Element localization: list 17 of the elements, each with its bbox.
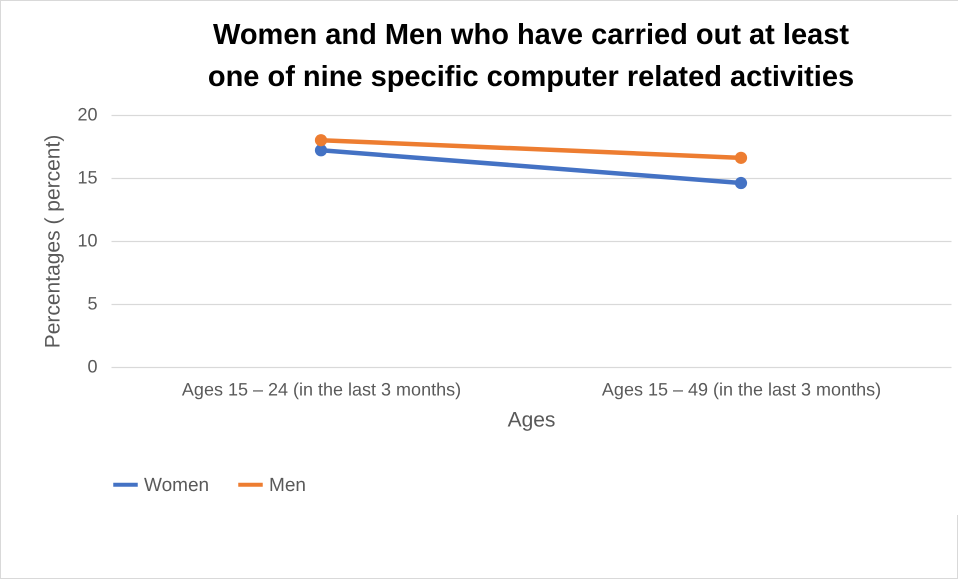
point: [314, 144, 328, 156]
x-tick-label: Ages 15 – 49 (in the last 3 months): [602, 380, 882, 400]
text: one of nine specific computer related activities: [208, 61, 854, 93]
legend-label: Women: [144, 474, 210, 496]
text: Women and Men who have carried out at least: [213, 19, 849, 51]
y-tick-label: 15: [77, 168, 98, 188]
y-tick-label: 20: [77, 104, 98, 124]
y-axis-title: Percentages ( percent): [41, 134, 64, 348]
point: [314, 134, 328, 146]
x-tick-label: Ages 15 – 24 (in the last 3 months): [182, 380, 462, 400]
y-tick-label: 0: [87, 356, 98, 376]
point: [734, 152, 748, 164]
y-tick-label: 5: [87, 294, 98, 314]
x-axis-title: Ages: [508, 408, 556, 432]
y-tick-label: 10: [77, 230, 98, 250]
legend-label: Men: [269, 474, 306, 496]
point: [734, 176, 748, 190]
